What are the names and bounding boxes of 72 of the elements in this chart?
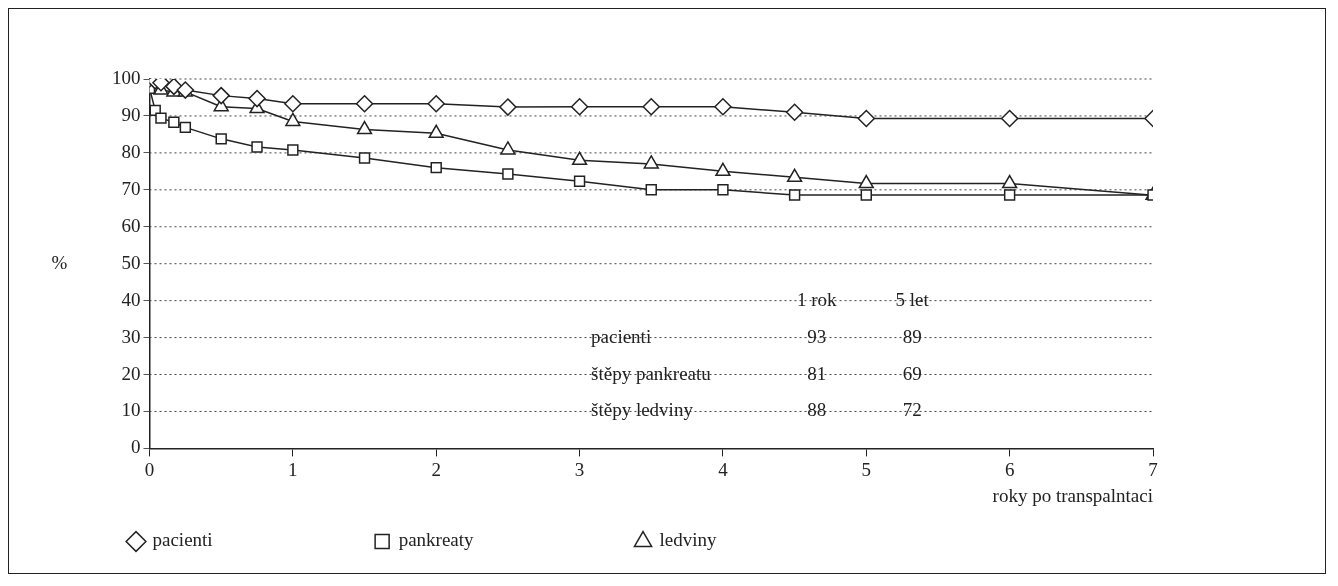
point — [358, 152, 371, 164]
point — [287, 144, 299, 156]
x-tick-label: 5 — [861, 458, 872, 480]
point — [212, 86, 230, 105]
point — [168, 116, 180, 128]
point — [499, 98, 517, 116]
point — [858, 174, 874, 189]
point — [857, 109, 876, 128]
point — [715, 162, 731, 177]
point — [215, 133, 227, 145]
point — [570, 97, 589, 116]
legend-label: pankreaty — [398, 529, 617, 551]
y-tick-label: 70 — [121, 177, 141, 199]
x-tick-label: 3 — [574, 458, 585, 480]
legend-label: pacienti — [152, 529, 356, 551]
point — [788, 189, 801, 201]
point — [714, 97, 732, 116]
legend-label: ledviny — [659, 529, 860, 551]
annotation: štěpy pankreatu — [591, 362, 712, 384]
point — [248, 89, 266, 108]
point — [430, 161, 442, 174]
y-tick-label: 60 — [121, 214, 141, 236]
y-tick-label: 50 — [121, 251, 141, 273]
point — [284, 95, 302, 113]
y-tick-label: 30 — [121, 325, 141, 347]
annotation: 81 — [807, 362, 827, 384]
point — [285, 112, 301, 127]
point — [786, 168, 803, 183]
x-tick-label: 7 — [1148, 458, 1158, 480]
annotation: 88 — [807, 399, 827, 421]
point — [643, 155, 659, 169]
point — [502, 168, 514, 180]
annotation: 1 rok — [797, 288, 838, 310]
point — [155, 112, 167, 124]
point — [1000, 109, 1019, 128]
y-tick-label: 80 — [121, 140, 141, 162]
point — [355, 95, 374, 113]
annotation: 72 — [902, 399, 922, 421]
x-tick-label: 4 — [718, 458, 729, 480]
point — [179, 121, 192, 134]
annotation: štěpy ledviny — [591, 399, 694, 421]
point — [1003, 189, 1016, 201]
annotation: 69 — [902, 362, 922, 384]
point — [251, 141, 263, 153]
point — [500, 141, 516, 155]
point — [573, 175, 586, 188]
y-axis-title: % — [51, 251, 68, 273]
point — [642, 97, 660, 116]
point — [1001, 174, 1018, 189]
y-tick-label: 20 — [121, 362, 141, 384]
y-tick-label: 10 — [121, 399, 141, 421]
point — [356, 120, 373, 135]
point — [428, 124, 444, 139]
x-tick-label: 1 — [288, 458, 298, 480]
annotation: 5 let — [895, 288, 930, 310]
point — [860, 189, 872, 201]
y-tick-label: 90 — [121, 103, 141, 125]
annotation: 93 — [807, 325, 827, 347]
y-tick-label: 100 — [112, 66, 141, 88]
point — [571, 151, 588, 166]
point — [427, 95, 445, 113]
x-tick-label: 2 — [431, 458, 441, 480]
y-tick-label: 40 — [121, 288, 141, 310]
y-tick-label: 0 — [131, 436, 141, 458]
x-axis-title: roky po transpalntaci — [992, 484, 1153, 506]
point — [645, 184, 657, 196]
x-tick-label: 0 — [144, 458, 155, 480]
x-tick-label: 6 — [1004, 458, 1015, 480]
point — [717, 184, 729, 196]
point — [785, 103, 804, 121]
annotation: pacienti — [591, 325, 652, 347]
annotation: 89 — [902, 325, 922, 347]
